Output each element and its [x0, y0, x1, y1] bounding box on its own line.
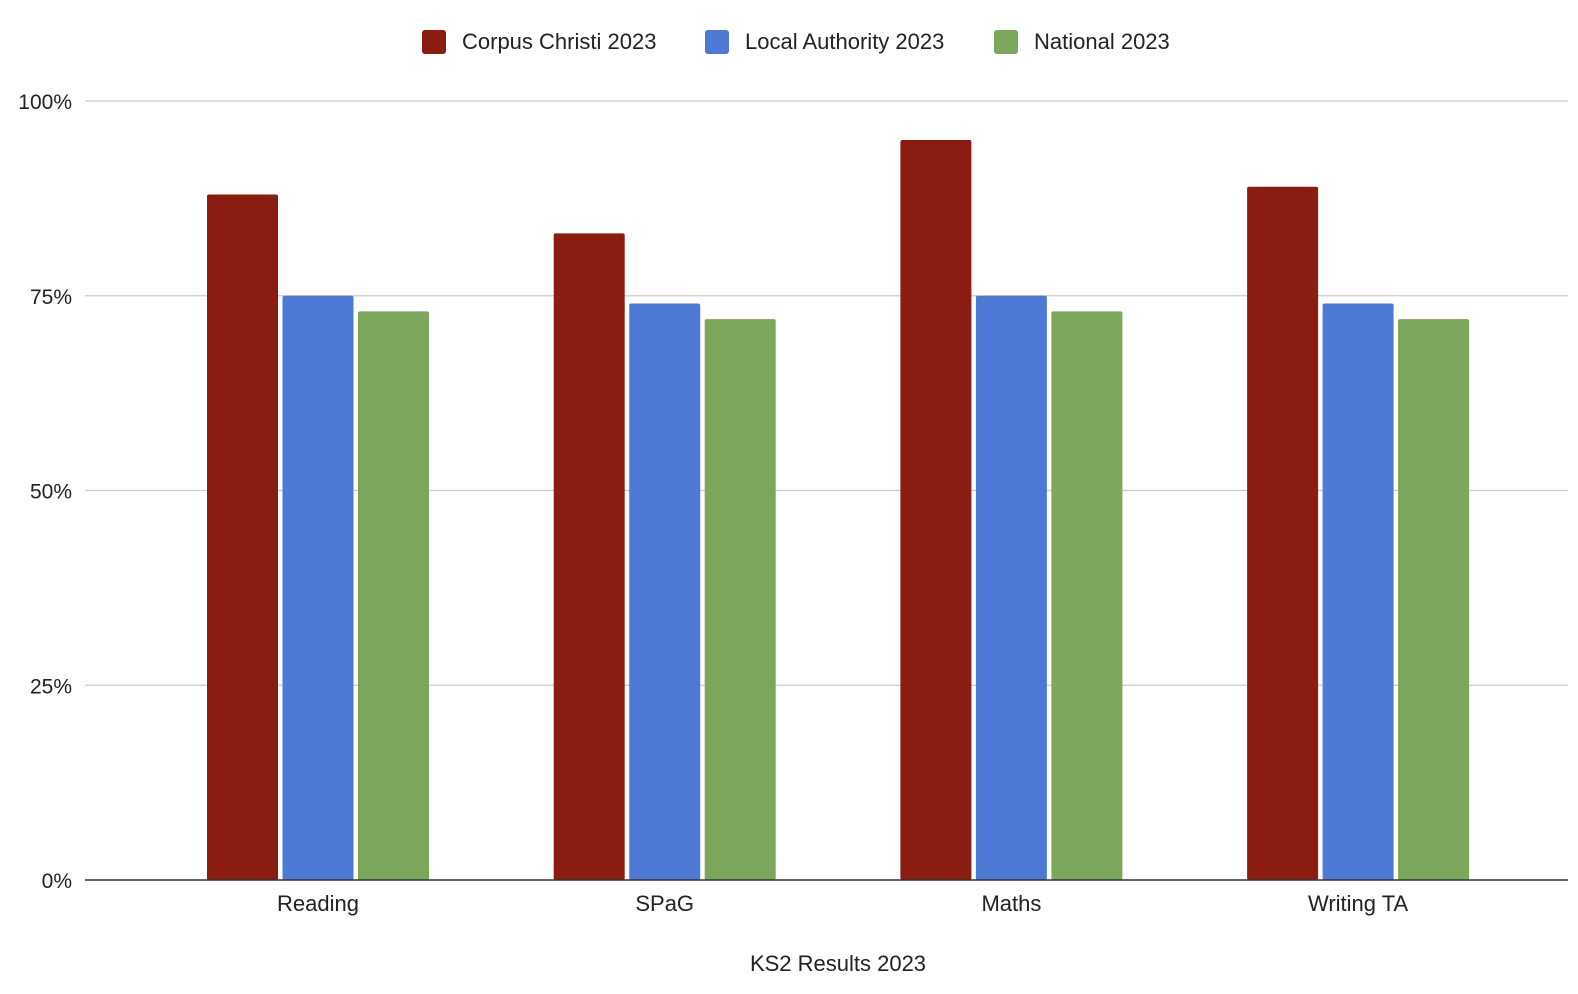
legend-swatch: [422, 30, 446, 54]
bar-writing-ta-local-authority-2023: [1322, 303, 1394, 880]
legend-label: National 2023: [1034, 29, 1170, 54]
y-tick-label: 25%: [30, 675, 72, 698]
bar-spag-local-authority-2023: [629, 303, 701, 880]
y-tick-label: 50%: [30, 481, 72, 504]
x-tick-label: Maths: [981, 891, 1041, 916]
bars: [207, 139, 1470, 881]
bar-writing-ta-corpus-christi-2023: [1247, 186, 1319, 880]
y-tick-label: 0%: [42, 870, 72, 893]
bar-reading-local-authority-2023: [282, 295, 354, 880]
bar-maths-corpus-christi-2023: [900, 139, 972, 880]
legend-swatch: [705, 30, 729, 54]
bar-reading-corpus-christi-2023: [207, 194, 278, 881]
legend-label: Local Authority 2023: [745, 29, 944, 54]
bar-spag-national-2023: [704, 319, 776, 880]
y-tick-label: 75%: [30, 286, 72, 309]
legend: Corpus Christi 2023 Local Authority 2023 N…: [422, 29, 1170, 54]
x-tick-label: Reading: [277, 891, 359, 916]
bar-writing-ta-national-2023: [1398, 319, 1470, 880]
y-tick-label: 100%: [18, 91, 72, 114]
legend-item: Local Authority 2023: [705, 29, 944, 54]
legend-item: Corpus Christi 2023: [422, 29, 656, 54]
y-axis-ticks: 0% 25% 50% 75% 100%: [18, 91, 72, 893]
legend-swatch: [994, 30, 1018, 54]
legend-label: Corpus Christi 2023: [462, 29, 656, 54]
bar-maths-local-authority-2023: [975, 295, 1047, 880]
bar-spag-corpus-christi-2023: [553, 233, 625, 880]
x-axis-title: KS2 Results 2023: [750, 951, 926, 976]
x-tick-label: Writing TA: [1308, 891, 1409, 916]
legend-item: National 2023: [994, 29, 1170, 54]
bar-maths-national-2023: [1051, 311, 1123, 881]
bar-reading-national-2023: [358, 311, 429, 881]
x-axis-ticks: Reading SPaG Maths Writing TA: [277, 891, 1409, 916]
x-tick-label: SPaG: [635, 891, 694, 916]
